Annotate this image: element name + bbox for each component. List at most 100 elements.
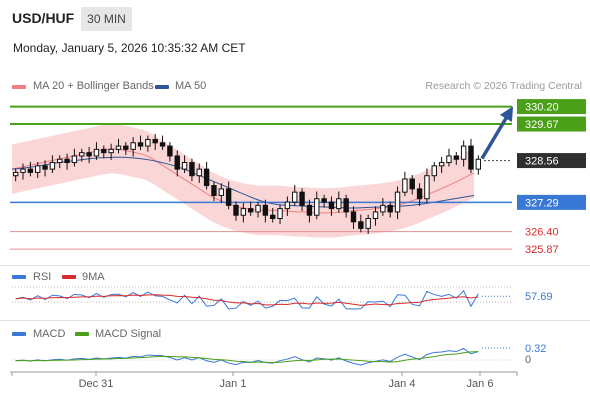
candle-body xyxy=(137,142,144,147)
bollinger-band xyxy=(12,124,474,238)
candle-body xyxy=(350,211,357,223)
candle-body xyxy=(196,168,202,177)
candle-body xyxy=(71,155,78,164)
candle-body xyxy=(86,152,92,157)
candle-body xyxy=(27,168,34,173)
timeframe-button[interactable]: 30 MIN xyxy=(81,7,132,31)
candle-body xyxy=(402,178,408,193)
candle-body xyxy=(218,188,224,196)
rsi-ma-swatch xyxy=(62,275,76,279)
candle-body xyxy=(93,148,100,157)
candle-body xyxy=(49,162,56,170)
support-label: 325.87 xyxy=(525,244,559,256)
candlestick-layer xyxy=(12,133,482,234)
candle-body xyxy=(431,165,437,177)
candle-body xyxy=(159,142,166,147)
rsi-legend-label: RSI xyxy=(33,271,52,283)
candle-body xyxy=(79,152,85,157)
time-axis: Dec 31 Jan 1 Jan 4 Jan 6 xyxy=(10,371,518,390)
candle-body xyxy=(115,145,122,150)
candle-body xyxy=(57,158,63,164)
macd-signal-legend-label: MACD Signal xyxy=(95,328,162,340)
rsi-value-label: 57.69 xyxy=(525,291,553,303)
bollinger-band-layer xyxy=(12,124,474,238)
time-axis-label: Jan 6 xyxy=(467,378,494,390)
price-level-layer xyxy=(10,105,512,250)
macd-legend-label: MACD xyxy=(33,328,66,340)
rsi-separator xyxy=(0,265,590,266)
candle-body xyxy=(365,218,371,229)
macd-signal-line xyxy=(15,351,479,364)
forecast-arrow-head xyxy=(499,106,514,122)
rsi-swatch xyxy=(12,275,26,279)
candle-body xyxy=(12,171,19,177)
candle-body xyxy=(255,204,261,213)
candle-body xyxy=(314,198,320,216)
price-label-layer: 330.20 329.67 328.56 327.29 326.40 325.87 xyxy=(517,99,586,256)
time-axis-label: Jan 4 xyxy=(389,378,416,390)
resistance-label-box xyxy=(517,116,586,132)
candle-body xyxy=(225,188,232,206)
candle-body xyxy=(101,148,107,154)
macd-value-label: 0.32 xyxy=(525,343,546,355)
candle-body xyxy=(123,145,129,150)
macd-zero-label: 0 xyxy=(525,354,531,366)
macd-panel: 0.320 xyxy=(12,343,546,366)
forecast-arrow-shaft xyxy=(480,110,512,160)
candle-body xyxy=(152,139,158,144)
ma20-swatch xyxy=(12,85,26,89)
candle-body xyxy=(233,204,239,216)
pivot-label: 327.29 xyxy=(525,197,559,209)
candle-body xyxy=(262,204,269,216)
last-price-label: 328.56 xyxy=(525,156,559,168)
candle-body xyxy=(145,139,151,147)
candle-body xyxy=(35,165,41,173)
ma50-swatch xyxy=(155,85,169,89)
candle-body xyxy=(336,198,342,210)
symbol-title: USD/HUF xyxy=(12,10,75,26)
rsi-line xyxy=(15,289,479,310)
candle-body xyxy=(468,145,474,170)
candle-body xyxy=(181,162,188,170)
candle-body xyxy=(387,204,393,213)
candle-body xyxy=(424,175,430,200)
forecast-arrow-layer xyxy=(480,106,514,160)
candle-body xyxy=(240,208,247,216)
time-axis-label: Dec 31 xyxy=(79,378,114,390)
candle-body xyxy=(292,191,298,203)
macd-signal-swatch xyxy=(75,332,89,336)
candle-body xyxy=(20,168,26,173)
candle-body xyxy=(108,148,114,154)
chart-datetime: Monday, January 5, 2026 10:35:32 AM CET xyxy=(13,41,246,55)
candle-body xyxy=(306,204,313,216)
chart-header: USD/HUF 30 MIN xyxy=(0,0,590,38)
macd-separator xyxy=(0,320,590,321)
candle-body xyxy=(167,145,173,157)
candle-body xyxy=(394,191,401,213)
resistance-label-box xyxy=(517,99,586,115)
resistance-label: 330.20 xyxy=(525,102,559,114)
candle-body xyxy=(270,214,276,219)
time-axis-label: Jan 1 xyxy=(220,378,247,390)
candle-body xyxy=(130,142,136,150)
candle-body xyxy=(358,221,364,229)
candle-body xyxy=(453,155,459,160)
candle-body xyxy=(438,162,445,167)
candle-body xyxy=(416,188,423,200)
candle-body xyxy=(284,201,291,210)
ma20-legend-label: MA 20 + Bollinger Bands xyxy=(33,80,154,92)
candle-body xyxy=(475,158,482,170)
candle-body xyxy=(460,145,467,160)
candle-body xyxy=(247,208,254,213)
macd-swatch xyxy=(12,332,26,336)
last-price-label-box xyxy=(517,153,586,169)
candle-body xyxy=(409,178,415,190)
candle-body xyxy=(321,198,327,203)
candle-body xyxy=(64,158,70,164)
ma50-legend-label: MA 50 xyxy=(175,80,207,92)
macd-line xyxy=(15,347,479,366)
rsi-ma-line xyxy=(15,294,479,306)
research-credit: Research © 2026 Trading Central xyxy=(425,80,582,92)
candle-body xyxy=(299,191,305,206)
